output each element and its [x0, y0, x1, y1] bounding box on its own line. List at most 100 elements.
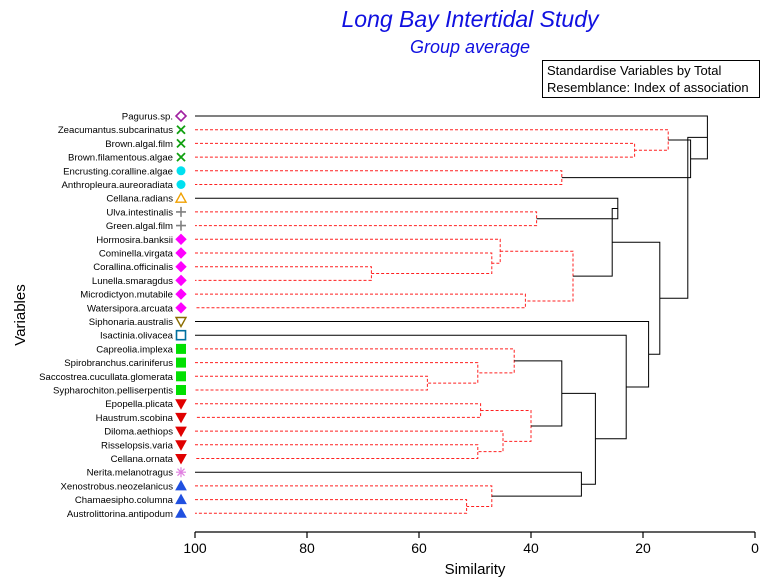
- x-tick-label: 20: [635, 540, 651, 556]
- legend-line-resemblance: Resemblance: Index of association: [547, 80, 749, 95]
- dendrogram-link: [195, 485, 493, 507]
- dendrogram-link: [480, 410, 532, 442]
- dendrogram-link: [195, 266, 372, 281]
- dendrogram-link: [195, 197, 619, 220]
- leaf-label: Brown.algal.film: [105, 139, 173, 150]
- asterisk-marker-icon: [176, 467, 186, 478]
- leaf-label: Watersipora.arcuata: [87, 303, 174, 314]
- leaf-label: Cominella.virgata: [99, 249, 174, 260]
- circle-marker-icon: [176, 166, 186, 176]
- square-marker-icon: [176, 343, 186, 354]
- leaf-label: Siphonaria.australis: [89, 317, 173, 328]
- leaf-label: Nerita.melanotragus: [87, 468, 174, 479]
- triangle-up-marker-icon: [175, 493, 187, 505]
- chart-subtitle: Group average: [409, 37, 531, 57]
- dendrogram-link: [195, 170, 563, 185]
- leaf-label: Diloma.aethiops: [104, 427, 173, 438]
- dendrogram-link: [195, 348, 515, 374]
- diamond-marker-icon: [175, 288, 187, 300]
- circle-marker-icon: [176, 180, 186, 189]
- leaf-label: Risselopsis.varia: [101, 440, 174, 451]
- dendrogram-link: [195, 430, 504, 453]
- triangle-down-marker-icon: [175, 454, 187, 465]
- triangle-down-open-marker-icon: [174, 316, 188, 328]
- x-tick-label: 100: [183, 540, 207, 556]
- x-tick-label: 80: [299, 540, 315, 556]
- leaf-labels: Pagurus.sp. Zeacumantus.subcarinatus Brown…: [39, 112, 174, 520]
- leaf-label: Lunella.smaragdus: [92, 276, 173, 287]
- x-marker-icon: [176, 138, 186, 149]
- x-marker-icon: [176, 125, 186, 135]
- square-marker-icon: [176, 371, 186, 382]
- diamond-marker-icon: [175, 274, 187, 287]
- leaf-label: Cellana.radians: [106, 194, 173, 205]
- dendrogram-link: [195, 362, 479, 384]
- leaf-label: Pagurus.sp.: [122, 112, 173, 123]
- diamond-open-marker-icon: [174, 109, 188, 123]
- leaf-label: Sypharochiton.pelliserpentis: [53, 386, 173, 397]
- dendrogram-link: [195, 403, 482, 418]
- dendrogram-link: [500, 250, 574, 302]
- dendrogram-link: [195, 471, 582, 497]
- dendrogram-link: [195, 293, 526, 309]
- plus-marker-icon: [176, 206, 186, 217]
- leaf-label: Green.algal.film: [106, 221, 173, 232]
- triangle-down-marker-icon: [175, 440, 187, 451]
- leaf-label: Spirobranchus.cariniferus: [64, 358, 173, 369]
- triangle-down-marker-icon: [175, 412, 187, 424]
- dendrogram-link: [195, 115, 708, 160]
- triangle-up-open-marker-icon: [174, 191, 188, 203]
- x-axis: 100 80 60 40 20 0: [183, 531, 759, 556]
- leaf-label: Austrolittorina.antipodum: [67, 509, 173, 520]
- legend-box: Standardise Variables by Total Resemblan…: [542, 60, 760, 98]
- triangle-up-marker-icon: [175, 507, 187, 518]
- x-tick-label: 40: [523, 540, 539, 556]
- dendrogram-link: [561, 139, 692, 179]
- leaf-label: Capreolia.implexa: [96, 344, 173, 355]
- x-tick-label: 60: [411, 540, 427, 556]
- leaf-markers: [174, 109, 188, 518]
- dendrogram-link: [195, 142, 636, 158]
- x-tick-label: 0: [751, 540, 759, 556]
- leaf-label: Corallina.officinalis: [93, 262, 173, 273]
- dendrogram-link: [195, 252, 493, 275]
- diamond-marker-icon: [175, 233, 187, 246]
- x-axis-label: Similarity: [445, 561, 506, 578]
- leaf-label: Hormosira.banksii: [96, 235, 173, 246]
- dendrogram-link: [195, 211, 538, 227]
- diamond-marker-icon: [175, 260, 187, 273]
- triangle-down-marker-icon: [175, 426, 187, 438]
- triangle-down-marker-icon: [175, 399, 187, 410]
- leaf-label: Cellana.ornata: [111, 454, 174, 465]
- leaf-label: Encrusting.coralline.algae: [63, 166, 173, 177]
- dendrogram-link: [561, 392, 596, 485]
- legend-line-standardise: Standardise Variables by Total: [547, 63, 722, 78]
- dendrogram-links: [195, 115, 708, 514]
- dendrogram-link: [612, 241, 661, 355]
- square-marker-icon: [176, 385, 186, 395]
- x-marker-icon: [176, 152, 186, 162]
- y-axis-label: Variables: [12, 284, 29, 345]
- leaf-label: Brown.filamentous.algae: [68, 153, 173, 164]
- dendrogram-link: [195, 375, 428, 391]
- leaf-label: Microdictyon.mutabile: [80, 290, 173, 301]
- dendrogram-link: [195, 238, 501, 264]
- leaf-label: Epopella.plicata: [105, 399, 173, 410]
- dendrogram-link: [195, 321, 650, 388]
- leaf-label: Chamaesipho.columna: [75, 495, 174, 506]
- triangle-up-marker-icon: [175, 479, 187, 491]
- dendrogram-link: [195, 129, 669, 151]
- leaf-label: Anthropleura.aureoradiata: [62, 180, 174, 191]
- dendrogram-link: [195, 499, 468, 514]
- diamond-marker-icon: [175, 247, 187, 259]
- leaf-label: Saccostrea.cucullata.glomerata: [39, 372, 174, 383]
- diamond-marker-icon: [175, 302, 187, 314]
- leaf-label: Ulva.intestinalis: [106, 207, 173, 218]
- dendrogram-link: [659, 136, 708, 299]
- chart-title: Long Bay Intertidal Study: [341, 6, 599, 32]
- square-open-marker-icon: [175, 329, 187, 341]
- leaf-label: Xenostrobus.neozelanicus: [60, 481, 173, 492]
- leaf-label: Haustrum.scobina: [96, 413, 174, 424]
- square-marker-icon: [176, 357, 186, 368]
